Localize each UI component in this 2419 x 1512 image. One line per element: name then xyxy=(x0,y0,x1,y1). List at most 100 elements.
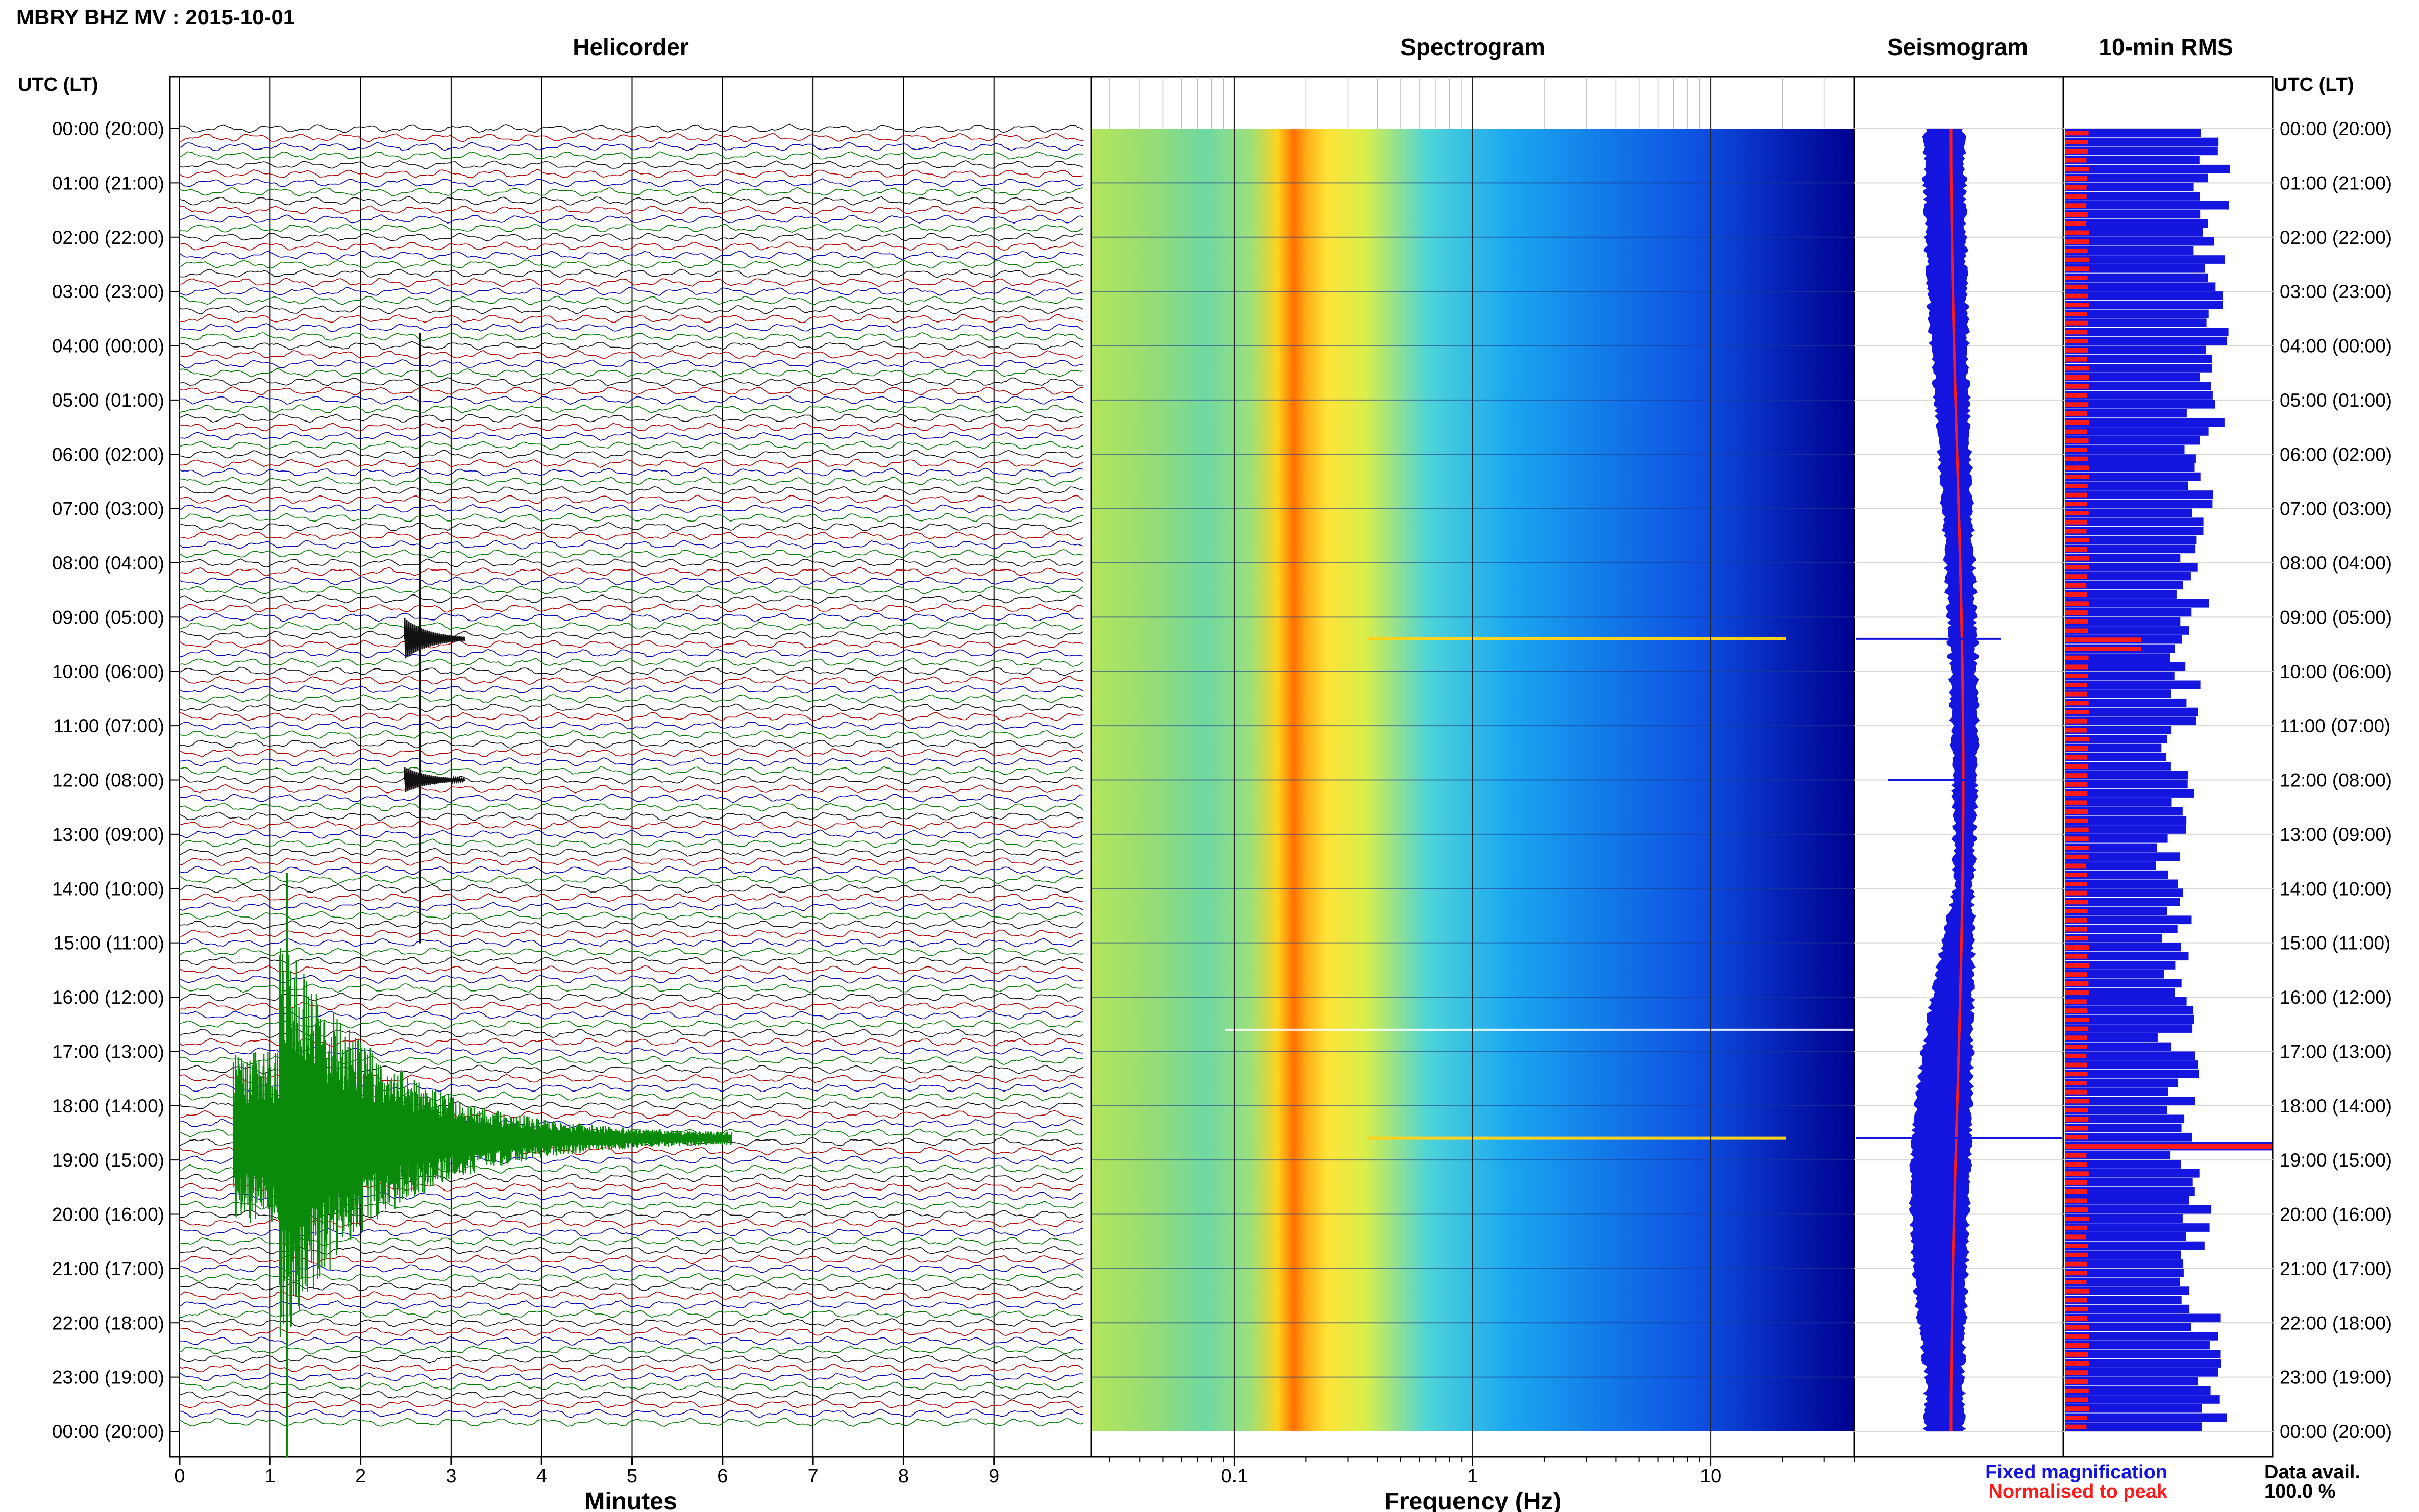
rms-bar-normalised xyxy=(2065,276,2088,280)
time-label-left: 06:00 (02:00) xyxy=(52,444,164,465)
rms-bar-normalised xyxy=(2065,1298,2087,1303)
helicorder-trace xyxy=(179,314,1083,324)
time-label-right: 10:00 (06:00) xyxy=(2280,661,2392,682)
rms-bar-normalised xyxy=(2065,148,2088,154)
rms-bar-fixed xyxy=(2065,1033,2158,1042)
rms-bar-normalised xyxy=(2065,746,2088,751)
helicorder-trace xyxy=(179,757,1083,767)
rms-bar-normalised xyxy=(2065,284,2088,289)
rms-bar-normalised xyxy=(2065,538,2089,543)
time-label-left: 00:00 (20:00) xyxy=(52,118,164,139)
helicorder-trace xyxy=(179,1037,1083,1047)
rms-bar-normalised xyxy=(2065,1126,2088,1131)
rms-bar-fixed xyxy=(2065,1404,2202,1413)
time-label-right: 12:00 (08:00) xyxy=(2280,770,2392,791)
time-label-right: 00:00 (20:00) xyxy=(2280,118,2392,139)
rms-bar-normalised xyxy=(2065,682,2087,687)
rms-bar-normalised xyxy=(2065,1261,2087,1267)
rms-bar-fixed xyxy=(2065,1223,2210,1232)
seismogram-envelope xyxy=(1909,129,1980,1431)
rms-bar-fixed xyxy=(2065,355,2212,363)
rms-bar-fixed xyxy=(2065,915,2192,925)
helicorder-trace xyxy=(179,431,1083,441)
rms-bar-normalised xyxy=(2065,257,2089,262)
helicorder-trace xyxy=(179,1282,1083,1292)
helicorder-trace xyxy=(179,241,1083,251)
rms-bar-fixed xyxy=(2065,572,2191,581)
rms-bar-fixed xyxy=(2065,156,2200,164)
rms-bar-fixed xyxy=(2065,997,2187,1006)
rms-bar-normalised xyxy=(2065,239,2089,244)
rms-bar-normalised xyxy=(2065,1424,2087,1429)
rms-bar-fixed xyxy=(2065,463,2195,472)
helicorder-trace xyxy=(179,214,1083,224)
rms-bar-fixed xyxy=(2065,1132,2192,1142)
helicorder-trace xyxy=(179,422,1083,432)
helicorder-trace xyxy=(179,531,1083,540)
rms-bar-normalised xyxy=(2065,140,2088,145)
rms-bar-fixed xyxy=(2065,1323,2191,1331)
rms-bar-normalised xyxy=(2065,502,2087,507)
rms-bar-fixed xyxy=(2065,1313,2221,1323)
rms-bar-normalised xyxy=(2065,1216,2089,1221)
rms-bar-fixed xyxy=(2065,517,2204,527)
rms-bar-fixed xyxy=(2065,409,2187,418)
helicorder-trace xyxy=(179,386,1083,396)
rms-bar-fixed xyxy=(2065,427,2209,436)
rms-bar-fixed xyxy=(2065,716,2196,726)
rms-bar-normalised xyxy=(2065,185,2087,190)
helicorder-trace xyxy=(179,1028,1083,1038)
rms-bar-fixed xyxy=(2065,1060,2198,1069)
rms-bar-normalised xyxy=(2065,990,2089,995)
rms-bar-fixed xyxy=(2065,237,2214,246)
rms-bar-normalised xyxy=(2065,511,2089,515)
time-label-right: 18:00 (14:00) xyxy=(2280,1096,2392,1117)
rms-bar-normalised xyxy=(2065,465,2089,470)
rms-bar-fixed xyxy=(2065,870,2168,879)
helicorder-trace xyxy=(179,160,1083,170)
rms-bar-fixed xyxy=(2065,129,2201,137)
helicorder-x-axis: 0 1 2 3 4 5 6 7 8 9 xyxy=(174,1457,999,1487)
rms-bar-fixed xyxy=(2065,879,2178,888)
rms-bar-normalised xyxy=(2065,556,2089,561)
rms-bar-fixed xyxy=(2065,192,2200,201)
rms-bar-fixed xyxy=(2065,1422,2202,1431)
rms-bar-normalised xyxy=(2065,836,2089,841)
helicorder-trace xyxy=(179,178,1083,188)
helicorder-trace xyxy=(179,1336,1083,1346)
rms-bar-fixed xyxy=(2065,382,2211,391)
frequency-tick-label: 0.1 xyxy=(1221,1466,1248,1487)
rms-bar-normalised xyxy=(2065,1416,2087,1420)
rms-bar-fixed xyxy=(2065,273,2208,282)
helicorder-trace xyxy=(179,1255,1083,1265)
rms-bar-normalised xyxy=(2065,1081,2087,1085)
helicorder-trace xyxy=(179,133,1083,142)
helicorder-trace xyxy=(179,838,1083,848)
helicorder-trace xyxy=(179,295,1083,305)
time-label-right: 15:00 (11:00) xyxy=(2280,933,2390,954)
helicorder-trace xyxy=(179,848,1083,857)
helicorder-trace xyxy=(179,1345,1083,1355)
time-label-left: 08:00 (04:00) xyxy=(52,553,164,574)
helicorder-trace xyxy=(179,268,1083,278)
rms-bar-fixed xyxy=(2065,952,2189,961)
time-labels-right: 00:00 (20:00) 01:00 (21:00) 02:00 (22:00) 0… xyxy=(2280,118,2392,1442)
helicorder-trace xyxy=(179,142,1083,152)
helicorder-trace xyxy=(179,332,1083,341)
rms-bar-normalised xyxy=(2065,592,2087,597)
rms-panel xyxy=(2062,76,2274,1458)
rms-bar-fixed xyxy=(2065,1205,2212,1214)
helicorder-trace xyxy=(179,775,1083,785)
time-label-left: 05:00 (01:00) xyxy=(52,390,164,411)
rms-bar-normalised xyxy=(2065,1099,2089,1104)
time-labels-left: 00:00 (20:00) 01:00 (21:00) 02:00 (22:00) 0… xyxy=(52,118,164,1442)
frequency-tick-label: 1 xyxy=(1467,1466,1478,1487)
rms-bar-normalised xyxy=(2065,664,2088,670)
rms-bar-fixed xyxy=(2065,608,2192,617)
rms-bar-fixed xyxy=(2065,535,2197,544)
helicorder-trace xyxy=(179,811,1083,821)
rms-bar-fixed xyxy=(2065,979,2182,988)
helicorder-trace xyxy=(179,549,1083,559)
rms-bar-fixed xyxy=(2065,309,2209,318)
rms-bar-normalised xyxy=(2065,339,2088,344)
